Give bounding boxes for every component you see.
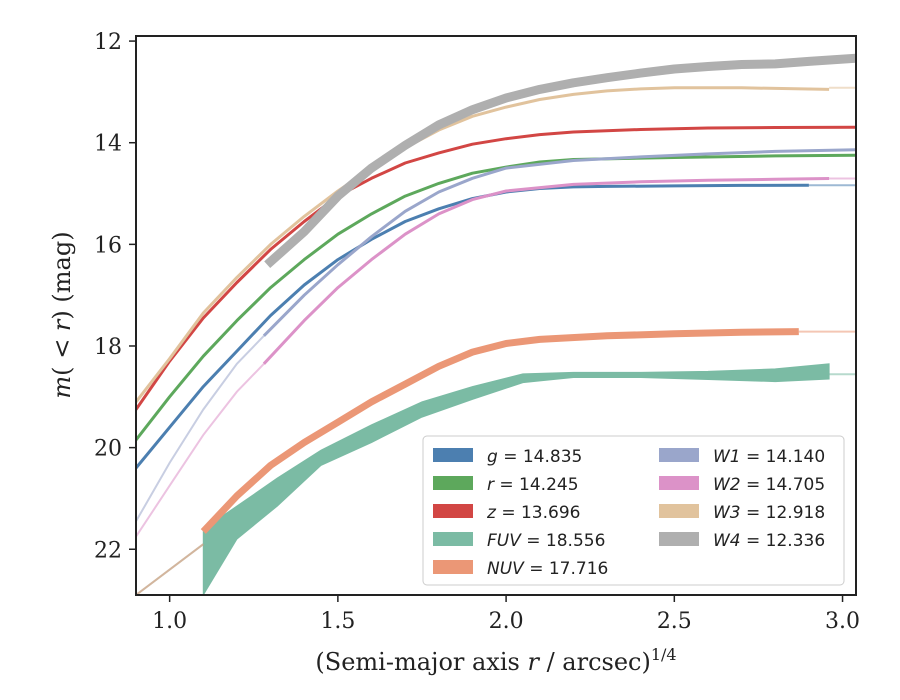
legend-label: W1 = 14.140 xyxy=(713,447,825,467)
x-label-exponent: 1/4 xyxy=(651,645,677,664)
plot-frame xyxy=(135,35,857,596)
x-axis-label: (Semi-major axis r / arcsec)1/4 xyxy=(315,645,676,676)
series-r xyxy=(136,153,856,441)
y-label-lt: < xyxy=(48,331,76,366)
x-label-suffix: / arcsec) xyxy=(539,648,651,676)
series-g-line xyxy=(136,183,809,469)
y-tick-label: 16 xyxy=(94,233,122,258)
plot-content xyxy=(136,53,856,595)
legend: g = 14.835 r = 14.245 z = 13.696 FUV = 18.5… xyxy=(422,435,845,586)
x-tick-label: 1.5 xyxy=(320,609,355,634)
legend-box xyxy=(422,435,845,586)
series-fuv-band xyxy=(202,363,830,595)
y-tick-label: 20 xyxy=(94,437,122,462)
series-w3 xyxy=(136,86,856,403)
x-tick-label: 2.0 xyxy=(489,609,524,634)
x-tick-label: 2.5 xyxy=(657,609,692,634)
y-label-m: m xyxy=(48,376,76,399)
x-tick-label: 3.0 xyxy=(825,609,860,634)
legend-label: NUV = 17.716 xyxy=(487,559,608,579)
legend-swatch xyxy=(659,504,699,518)
legend-item-w2: W2 = 14.705 xyxy=(659,475,825,495)
y-tick-label: 18 xyxy=(94,335,122,360)
series-w2-line xyxy=(262,177,830,365)
y-label-r: r xyxy=(48,318,76,331)
y-axis: 12 14 16 18 20 22 xyxy=(94,30,136,563)
series-w2 xyxy=(136,177,856,538)
series-nuv xyxy=(136,328,856,595)
legend-item-fuv: FUV = 18.556 xyxy=(433,531,605,551)
series-w3-line xyxy=(136,86,830,403)
legend-swatch xyxy=(659,532,699,546)
series-r-line xyxy=(136,153,856,441)
x-axis: 1.0 1.5 2.0 2.5 3.0 xyxy=(152,595,860,634)
x-tick-label: 1.0 xyxy=(152,609,187,634)
series-z xyxy=(136,125,856,411)
y-label-open: ( xyxy=(48,366,76,375)
legend-item-g: g = 14.835 xyxy=(433,447,582,467)
legend-swatch xyxy=(433,476,473,490)
series-w1 xyxy=(136,148,856,522)
legend-item-w4: W4 = 12.336 xyxy=(659,531,825,551)
legend-swatch xyxy=(433,560,473,574)
series-w1-inner-extension xyxy=(136,335,265,522)
legend-label: r = 14.245 xyxy=(487,475,579,495)
series-w4-line xyxy=(264,53,856,269)
legend-label: W4 = 12.336 xyxy=(713,531,825,551)
y-tick-label: 12 xyxy=(94,30,122,55)
legend-label: W3 = 12.918 xyxy=(713,503,825,523)
y-tick-label: 22 xyxy=(94,538,122,563)
series-z-line xyxy=(136,125,856,411)
x-label-prefix: (Semi-major axis xyxy=(315,648,527,676)
y-label-close: ) xyxy=(48,310,76,319)
y-label-unit: (mag) xyxy=(48,231,76,310)
legend-swatch xyxy=(659,476,699,490)
legend-swatch xyxy=(433,532,473,546)
legend-swatch xyxy=(433,504,473,518)
legend-label: W2 = 14.705 xyxy=(713,475,825,495)
y-tick-label: 14 xyxy=(94,132,122,157)
series-nuv-inner-extension xyxy=(136,543,204,595)
legend-swatch xyxy=(659,448,699,462)
legend-item-z: z = 13.696 xyxy=(433,503,580,523)
series-w1-line xyxy=(262,148,856,337)
legend-label: g = 14.835 xyxy=(487,447,582,467)
y-axis-label: m( < r) (mag) xyxy=(48,231,76,398)
series-w4 xyxy=(264,53,856,269)
legend-item-w1: W1 = 14.140 xyxy=(659,447,825,467)
legend-item-nuv: NUV = 17.716 xyxy=(433,559,608,579)
legend-item-w3: W3 = 12.918 xyxy=(659,503,825,523)
legend-item-r: r = 14.245 xyxy=(433,475,579,495)
series-w2-inner-extension xyxy=(136,363,265,538)
legend-swatch xyxy=(433,448,473,462)
legend-label: FUV = 18.556 xyxy=(487,531,605,551)
legend-label: z = 13.696 xyxy=(486,503,580,523)
series-nuv-line xyxy=(200,328,799,534)
series-g xyxy=(136,183,856,469)
x-label-var: r xyxy=(527,648,540,676)
